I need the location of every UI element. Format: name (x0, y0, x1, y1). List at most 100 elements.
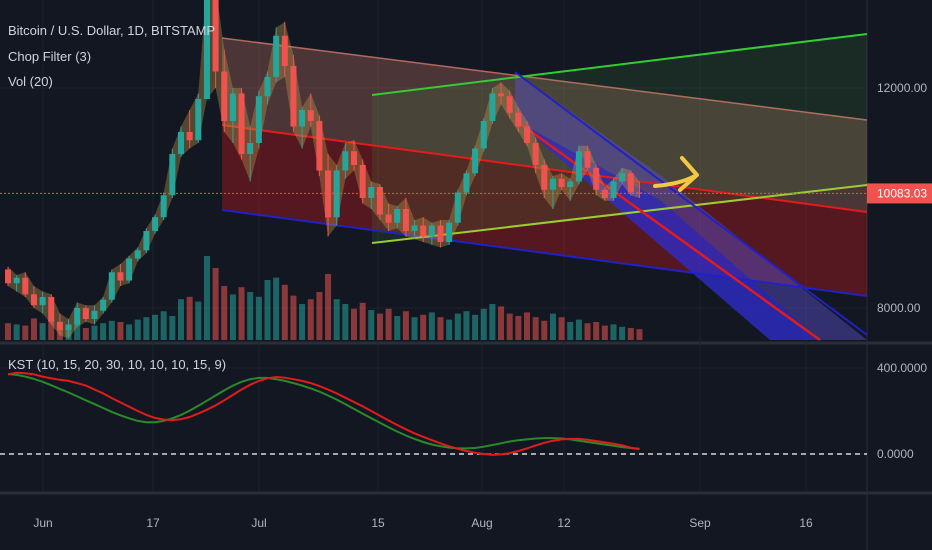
time-tick-label: 17 (146, 516, 160, 530)
candle-body (627, 173, 634, 193)
candle-body (463, 173, 470, 193)
candle-body (203, 0, 210, 99)
volume-bar (186, 296, 193, 340)
last-price-label: 10083.03 (877, 186, 927, 200)
time-tick-label: Jun (33, 516, 52, 530)
candle-body (584, 151, 591, 168)
volume-bar (498, 306, 505, 340)
time-tick-label: 12 (557, 516, 571, 530)
volume-bar (601, 325, 608, 340)
volume-bar (195, 301, 202, 340)
candle-body (446, 222, 453, 242)
volume-bar (420, 314, 427, 340)
candle-body (472, 148, 479, 174)
volume-bar (610, 324, 617, 340)
kst-tick-label: 0.0000 (877, 447, 914, 461)
volume-bar (229, 294, 236, 340)
candle-body (342, 151, 349, 171)
volume-bar (108, 320, 115, 340)
volume-bar (575, 319, 582, 340)
candle-body (13, 277, 20, 284)
volume-bar (134, 319, 141, 340)
volume-bar (446, 319, 453, 340)
candle-body (221, 71, 228, 121)
salmon-upper-line (221, 37, 868, 121)
volume-bar (212, 268, 219, 340)
candle-body (160, 195, 167, 218)
green-lower-line (371, 184, 868, 244)
candle-body (480, 121, 487, 149)
volume-bar (480, 308, 487, 340)
candle-body (515, 112, 522, 127)
candle-body (117, 272, 124, 281)
volume-bar (549, 313, 556, 340)
candle-body (307, 110, 314, 121)
kst-line (7, 371, 640, 456)
volume-bar (541, 320, 548, 340)
time-tick-label: Aug (471, 516, 492, 530)
blue-lower-line (221, 209, 868, 297)
candle-body (169, 154, 176, 196)
volume-bar (506, 313, 513, 340)
candle-body (549, 178, 556, 190)
volume-bar (30, 318, 37, 340)
volume-bar (169, 316, 176, 340)
volume-bar (247, 292, 254, 340)
volume-bar (359, 302, 366, 340)
blue-down-line (514, 71, 868, 336)
price-tick-label: 8000.00 (877, 301, 921, 315)
candle-body (558, 178, 565, 187)
time-tick-label: 15 (371, 516, 385, 530)
volume-bar (307, 299, 314, 340)
kst-signal-line (7, 373, 640, 450)
volume-bar (532, 317, 539, 340)
volume-bar (273, 277, 280, 340)
volume-bar (342, 304, 349, 340)
volume-bar (13, 324, 20, 340)
chop-filter-band (8, 0, 640, 339)
last-price-tag (867, 183, 932, 204)
candle-body (299, 110, 306, 127)
volume-bar (143, 317, 150, 340)
candle-body (56, 321, 63, 330)
volume-bar (454, 313, 461, 340)
candle-body (126, 258, 133, 281)
volume-bar (160, 311, 167, 340)
volume-bar (178, 299, 184, 340)
symbol-legend[interactable]: Bitcoin / U.S. Dollar, 1D, BITSTAMP (8, 23, 216, 38)
volume-bar (264, 280, 271, 340)
green-upper-line (371, 33, 868, 96)
volume-legend[interactable]: Vol (20) (8, 74, 53, 89)
volume-bar (91, 325, 98, 340)
candle-body (281, 35, 288, 66)
volume-bar (472, 314, 479, 340)
salmon-channel-fill (222, 38, 867, 212)
volume-bar (351, 308, 357, 340)
volume-bar (385, 308, 392, 340)
volume-bar (22, 325, 29, 340)
candle-body (376, 187, 383, 215)
candle-body (39, 297, 46, 306)
volume-bar (558, 317, 565, 340)
volume-bar (281, 284, 288, 340)
candle-body (567, 181, 574, 187)
kst-legend[interactable]: KST (10, 15, 20, 30, 10, 10, 10, 15, 9) (8, 357, 227, 372)
volume-bar (82, 328, 89, 340)
candle-body (108, 272, 115, 300)
volume-bar (39, 323, 46, 340)
volume-bar (411, 317, 418, 340)
candle-body (394, 209, 401, 223)
candle-body (411, 225, 418, 231)
candle-body (212, 0, 219, 72)
candle-body (5, 269, 11, 284)
candle-body (575, 151, 582, 182)
chop-filter-legend[interactable]: Chop Filter (3) (8, 49, 92, 64)
candle-body (273, 35, 280, 77)
candle-body (524, 126, 530, 143)
candle-body (48, 297, 55, 322)
volume-bar (299, 304, 306, 340)
volume-bar (333, 299, 340, 340)
